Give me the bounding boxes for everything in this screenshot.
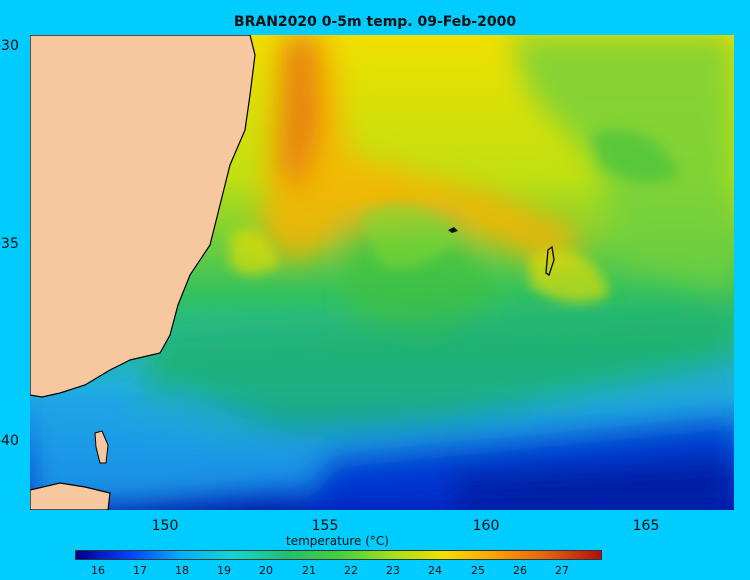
colorbar-tick: 27 <box>555 564 569 577</box>
colorbar <box>75 550 602 560</box>
land-flinders-island <box>94 430 109 464</box>
lat-tick: -35 <box>0 236 19 252</box>
colorbar-tick: 23 <box>386 564 400 577</box>
map-title: BRAN2020 0-5m temp. 09-Feb-2000 <box>233 14 517 30</box>
lon-tick: 150 <box>151 518 179 534</box>
lon-tick: 155 <box>311 518 339 534</box>
lat-tick: -30 <box>0 38 19 54</box>
colorbar-tick: 18 <box>175 564 189 577</box>
colorbar-label: temperature (°C) <box>286 534 389 548</box>
colorbar-tick: 25 <box>471 564 485 577</box>
land-tasmania <box>30 482 111 510</box>
island-ball-pyramid <box>545 245 555 277</box>
colorbar-tick: 20 <box>259 564 273 577</box>
colorbar-tick: 21 <box>302 564 316 577</box>
temperature-swirls <box>230 130 680 303</box>
temperature-map <box>30 35 734 510</box>
lat-tick: -40 <box>0 433 19 449</box>
colorbar-tick: 24 <box>428 564 442 577</box>
colorbar-tick: 19 <box>217 564 231 577</box>
colorbar-tick: 22 <box>344 564 358 577</box>
lon-tick: 165 <box>632 518 660 534</box>
colorbar-tick: 17 <box>133 564 147 577</box>
lon-tick: 160 <box>472 518 500 534</box>
land-australia <box>30 35 256 398</box>
colorbar-tick: 26 <box>513 564 527 577</box>
colorbar-tick: 16 <box>91 564 105 577</box>
island-lord-howe <box>448 227 458 233</box>
